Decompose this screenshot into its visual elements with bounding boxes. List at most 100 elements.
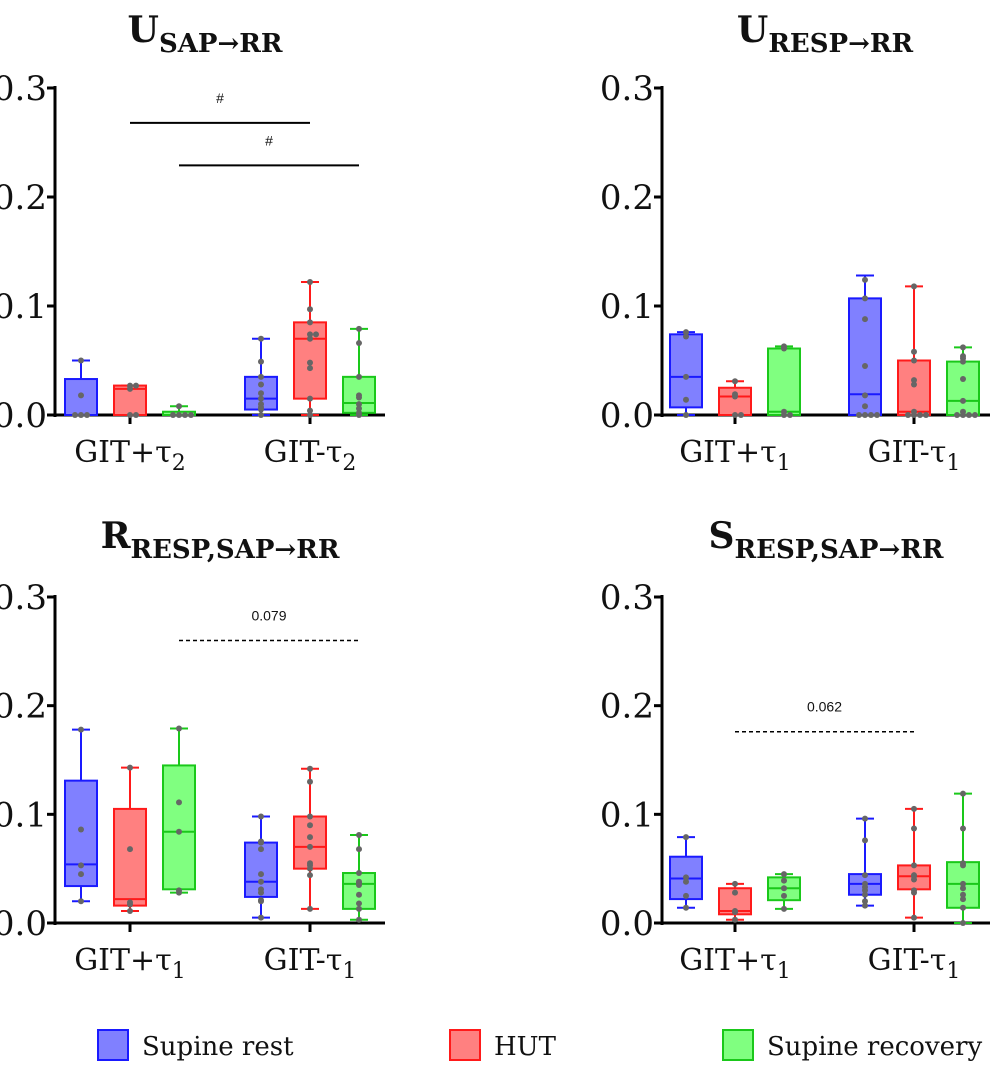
box-supine-rest bbox=[244, 813, 278, 921]
box-hut bbox=[718, 378, 752, 418]
data-point bbox=[862, 872, 868, 879]
box-iqr bbox=[113, 807, 147, 907]
y-tick-label: 0.2 bbox=[600, 687, 654, 727]
data-point bbox=[911, 872, 917, 879]
chart-title: RRESP,SAP→RR bbox=[101, 515, 340, 565]
title-subscript: RESP→RR bbox=[768, 29, 913, 59]
box-supine-recovery bbox=[162, 725, 196, 896]
x-label-main: GIT+τ bbox=[74, 943, 172, 978]
y-tick-label: 0.2 bbox=[0, 178, 47, 218]
data-point bbox=[683, 878, 689, 885]
data-point bbox=[862, 837, 868, 844]
data-point bbox=[176, 403, 182, 410]
box-iqr bbox=[767, 347, 801, 417]
x-label-subscript: 1 bbox=[946, 959, 960, 984]
data-point bbox=[356, 409, 362, 416]
data-point bbox=[258, 846, 264, 853]
data-point bbox=[307, 813, 313, 820]
data-point bbox=[258, 390, 264, 397]
data-point bbox=[960, 825, 966, 832]
data-point bbox=[856, 412, 862, 418]
data-point bbox=[133, 412, 139, 418]
data-point bbox=[307, 872, 313, 879]
data-point bbox=[307, 359, 313, 366]
data-point bbox=[787, 412, 793, 418]
box-iqr bbox=[897, 359, 931, 416]
title-main: R bbox=[101, 515, 132, 557]
data-point bbox=[78, 862, 84, 869]
x-tick-label: GIT+τ2 bbox=[74, 435, 186, 476]
data-point bbox=[966, 412, 972, 418]
box-supine-recovery bbox=[946, 790, 980, 926]
data-point bbox=[905, 412, 911, 418]
data-point bbox=[127, 908, 133, 915]
box-hut bbox=[897, 283, 931, 418]
box-supine-recovery bbox=[342, 831, 376, 923]
box-hut bbox=[293, 765, 327, 912]
data-point bbox=[307, 765, 313, 772]
data-point bbox=[960, 790, 966, 797]
data-point bbox=[127, 412, 133, 418]
x-label-main: GIT-τ bbox=[868, 943, 947, 978]
data-point bbox=[862, 392, 868, 399]
box-iqr bbox=[669, 333, 703, 409]
data-point bbox=[258, 914, 264, 921]
data-point bbox=[356, 401, 362, 408]
data-point bbox=[307, 822, 313, 829]
y-tick-label: 0.1 bbox=[0, 287, 47, 327]
data-point bbox=[307, 834, 313, 841]
box-supine-recovery bbox=[162, 403, 196, 418]
data-point bbox=[127, 846, 133, 853]
y-tick-label: 0.0 bbox=[0, 904, 47, 944]
x-label-subscript: 1 bbox=[777, 959, 791, 984]
x-tick-label: GIT-τ1 bbox=[868, 435, 961, 476]
box-supine-recovery bbox=[946, 344, 980, 418]
data-point bbox=[78, 726, 84, 733]
data-point bbox=[732, 391, 738, 398]
data-point bbox=[862, 362, 868, 369]
legend-label: Supine rest bbox=[142, 1032, 294, 1062]
box-iqr bbox=[64, 779, 98, 888]
legend-swatch bbox=[722, 1029, 754, 1061]
data-point bbox=[307, 407, 313, 414]
data-point bbox=[307, 778, 313, 785]
y-tick-label: 0.3 bbox=[0, 578, 47, 618]
title-main: S bbox=[709, 515, 735, 557]
data-point bbox=[78, 412, 84, 418]
data-point bbox=[182, 412, 188, 418]
data-point bbox=[683, 834, 689, 841]
data-point bbox=[258, 838, 264, 845]
box-supine-rest bbox=[848, 815, 882, 909]
x-label-main: GIT+τ bbox=[74, 435, 172, 470]
data-point bbox=[732, 880, 738, 887]
x-label-subscript: 1 bbox=[777, 451, 791, 476]
data-point bbox=[356, 870, 362, 877]
data-point bbox=[258, 335, 264, 342]
x-label-main: GIT+τ bbox=[679, 435, 777, 470]
x-tick-label: GIT-τ1 bbox=[868, 943, 961, 984]
chart-title: URESP→RR bbox=[737, 9, 914, 59]
data-point bbox=[133, 382, 139, 389]
data-point bbox=[781, 885, 787, 892]
data-point bbox=[307, 412, 313, 418]
y-tick-label: 0.1 bbox=[600, 287, 654, 327]
data-point bbox=[911, 377, 917, 384]
box-hut bbox=[293, 279, 327, 418]
box-supine-rest bbox=[669, 834, 703, 911]
data-point bbox=[683, 892, 689, 899]
data-point bbox=[258, 381, 264, 388]
data-point bbox=[683, 396, 689, 403]
data-point bbox=[356, 916, 362, 923]
data-point bbox=[78, 898, 84, 905]
data-point bbox=[307, 843, 313, 850]
data-point bbox=[960, 891, 966, 898]
data-point bbox=[307, 905, 313, 912]
data-point bbox=[911, 805, 917, 812]
box-hut bbox=[113, 764, 147, 915]
data-point bbox=[176, 828, 182, 835]
data-point bbox=[862, 412, 868, 418]
data-point bbox=[176, 725, 182, 732]
data-point bbox=[960, 353, 966, 360]
